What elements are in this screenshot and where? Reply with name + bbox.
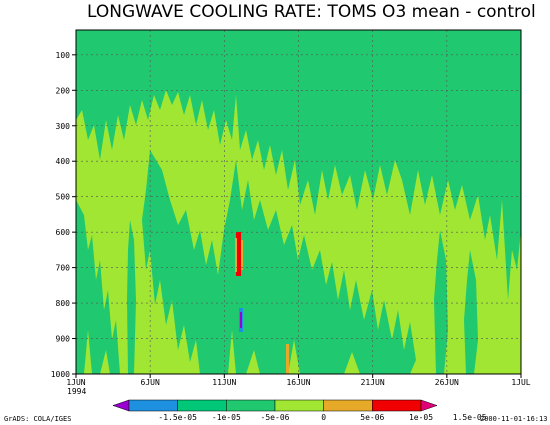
x-tick-label: 26JUN bbox=[435, 378, 459, 387]
colorbar-swatch bbox=[226, 399, 276, 412]
x-axis: 1JUN 6JUN 11JUN 16JUN 21JUN 26JUN 1JUL bbox=[66, 374, 531, 387]
colorbar-label: 1e-05 bbox=[409, 413, 433, 422]
field-anomaly-positive-mid-a bbox=[235, 238, 237, 272]
y-tick-label: 900 bbox=[56, 335, 71, 344]
timestamp: 2000-11-01-16:13 bbox=[480, 415, 547, 423]
y-tick-label: 800 bbox=[56, 299, 71, 308]
colorbar-label: -5e-06 bbox=[261, 413, 290, 422]
colorbar-label: -1e-05 bbox=[212, 413, 241, 422]
colorbar-label: 5e-06 bbox=[360, 413, 384, 422]
field-anomaly-positive-mid-c bbox=[286, 344, 289, 374]
field-region-negative-column bbox=[142, 150, 416, 374]
field-streak-3 bbox=[464, 250, 478, 374]
colorbar-label: 1.5e-05 bbox=[453, 413, 487, 422]
grid bbox=[76, 30, 521, 374]
field-anomaly-positive-mid-b bbox=[241, 240, 243, 270]
colorbar-swatch bbox=[128, 399, 178, 412]
x-tick-label: 6JUN bbox=[141, 378, 160, 387]
field-streak-1 bbox=[127, 220, 136, 374]
field-anomaly-positive-high bbox=[236, 232, 241, 276]
colorbar-swatch bbox=[274, 399, 324, 412]
field-anomaly-negative-high bbox=[240, 312, 242, 328]
colorbar-max-triangle bbox=[420, 399, 438, 412]
colorbar-swatch bbox=[323, 399, 373, 412]
y-tick-label: 1000 bbox=[51, 370, 70, 379]
chart-title: LONGWAVE COOLING RATE: TOMS O3 mean - co… bbox=[87, 2, 536, 22]
colorbar-label: -1.5e-05 bbox=[158, 413, 197, 422]
y-tick-label: 700 bbox=[56, 264, 71, 273]
x-year-label: 1994 bbox=[67, 387, 86, 396]
y-tick-label: 600 bbox=[56, 228, 71, 237]
y-tick-label: 100 bbox=[56, 51, 71, 60]
plot-area bbox=[75, 29, 522, 375]
field-region-negative-left bbox=[76, 200, 120, 374]
y-axis: 100 200 300 400 500 600 700 800 900 1000 bbox=[51, 51, 76, 379]
y-tick-label: 200 bbox=[56, 86, 71, 95]
colorbar: -1.5e-05 -1e-05 -5e-06 0 5e-06 1e-05 1.5e-05 bbox=[112, 399, 487, 422]
grads-credit: GrADS: COLA/IGES bbox=[4, 415, 71, 423]
colorbar-swatch bbox=[372, 399, 422, 412]
y-tick-label: 300 bbox=[56, 122, 71, 131]
field-streak-2 bbox=[434, 230, 448, 374]
x-tick-label: 21JUN bbox=[361, 378, 385, 387]
y-tick-label: 500 bbox=[56, 193, 71, 202]
x-tick-label: 11JUN bbox=[212, 378, 236, 387]
x-tick-label: 1JUN bbox=[66, 378, 85, 387]
y-tick-label: 400 bbox=[56, 157, 71, 166]
colorbar-swatch bbox=[177, 399, 227, 412]
colorbar-label: 0 bbox=[321, 413, 326, 422]
x-tick-label: 16JUN bbox=[286, 378, 310, 387]
x-tick-label: 1JUL bbox=[511, 378, 530, 387]
colorbar-min-triangle bbox=[112, 399, 130, 412]
